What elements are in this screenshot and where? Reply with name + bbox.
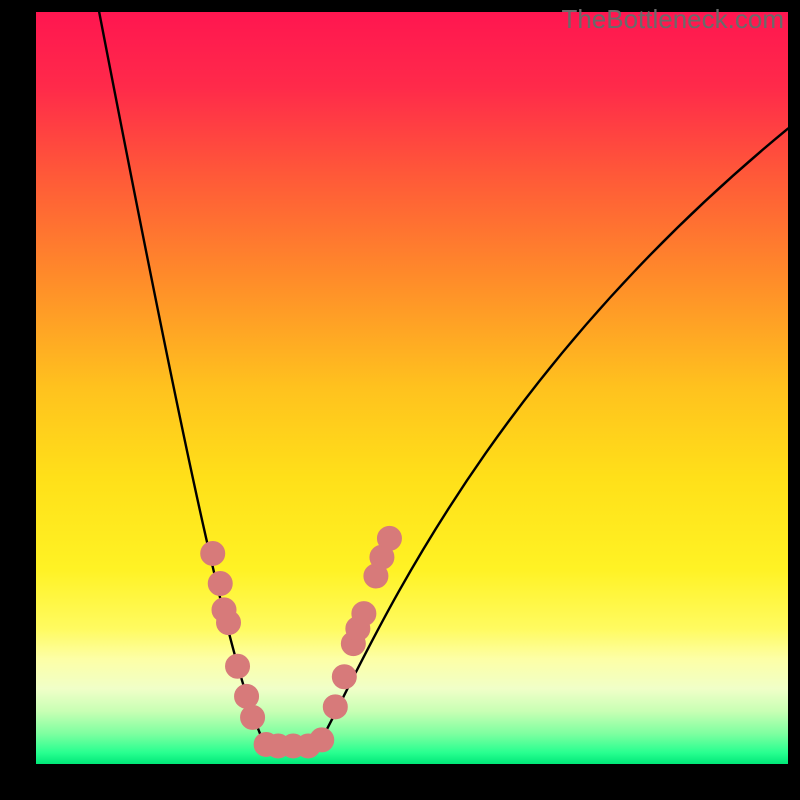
curve-marker xyxy=(310,728,334,752)
curve-marker xyxy=(217,611,241,635)
gradient-plot-area xyxy=(36,12,788,764)
bottleneck-chart: TheBottleneck.com xyxy=(0,0,800,800)
curve-marker xyxy=(208,572,232,596)
curve-marker xyxy=(377,526,401,550)
curve-marker xyxy=(201,541,225,565)
curve-marker xyxy=(352,602,376,626)
watermark-text: TheBottleneck.com xyxy=(561,4,784,34)
curve-marker xyxy=(241,705,265,729)
curve-marker xyxy=(235,684,259,708)
curve-marker xyxy=(323,695,347,719)
chart-container: TheBottleneck.com xyxy=(0,0,800,800)
curve-marker xyxy=(226,654,250,678)
curve-marker xyxy=(332,665,356,689)
